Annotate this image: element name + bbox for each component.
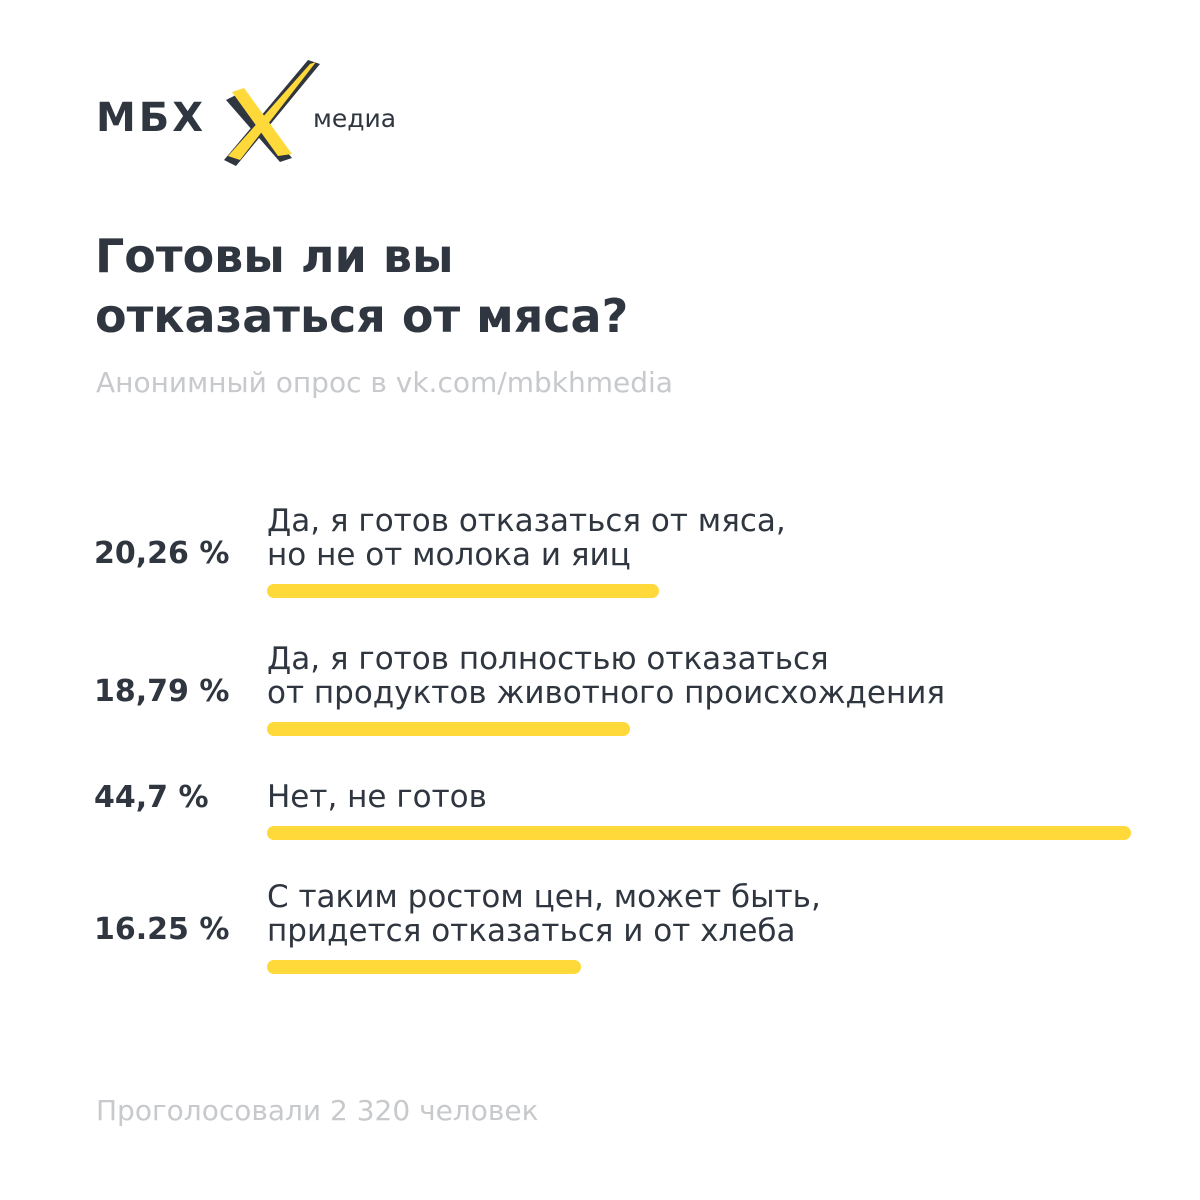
brand-name-right: медиа xyxy=(313,104,397,133)
brand-logo: МБХ медиа xyxy=(96,60,416,170)
poll-option-label: С таким ростом цен, может быть, придется … xyxy=(267,880,1147,948)
poll-title: Готовы ли вы отказаться от мяса? xyxy=(95,226,1095,346)
poll-option-label-line: Нет, не готов xyxy=(267,779,487,815)
poll-option-bar xyxy=(267,826,1131,840)
poll-title-line-1: Готовы ли вы xyxy=(95,229,454,283)
poll-option-label: Нет, не готов xyxy=(267,780,1147,814)
poll-option-label: Да, я готов отказаться от мяса, но не от … xyxy=(267,504,1147,572)
poll-option-percent: 20,26 % xyxy=(94,536,230,571)
poll-option-label-line: С таким ростом цен, может быть, xyxy=(267,879,821,915)
poll-option-percent: 18,79 % xyxy=(94,674,230,709)
poll-option-percent: 44,7 % xyxy=(94,780,209,815)
poll-option-label-line: но не от молока и яиц xyxy=(267,537,631,573)
poll-subtitle: Анонимный опрос в vk.com/mbkhmedia xyxy=(96,366,673,399)
brand-name-left: МБХ xyxy=(96,95,207,141)
poll-option-label-line: от продуктов животного происхождения xyxy=(267,675,946,711)
poll-option-label-line: придется отказаться и от хлеба xyxy=(267,913,796,949)
x-logo-icon xyxy=(224,60,320,166)
votes-count: Проголосовали 2 320 человек xyxy=(96,1094,539,1127)
poll-option-label: Да, я готов полностью отказаться от проду… xyxy=(267,642,1147,710)
poll-option-percent: 16.25 % xyxy=(94,912,230,947)
poll-option-bar xyxy=(267,960,581,974)
poll-option-label-line: Да, я готов полностью отказаться xyxy=(267,641,829,677)
poll-option-bar xyxy=(267,722,630,736)
poll-option-bar xyxy=(267,584,659,598)
poll-option-label-line: Да, я готов отказаться от мяса, xyxy=(267,503,786,539)
poll-title-line-2: отказаться от мяса? xyxy=(95,289,629,343)
